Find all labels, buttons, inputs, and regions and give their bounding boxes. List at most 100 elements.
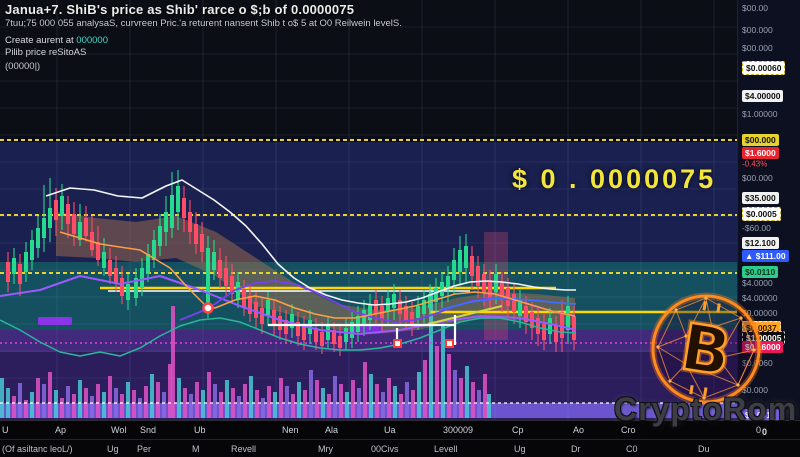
candle-body	[548, 318, 552, 334]
time-axis-label: Per	[137, 444, 152, 454]
candle-body	[182, 198, 186, 218]
time-axis-label: Cro	[621, 425, 636, 435]
time-axis-label: Nen	[282, 425, 299, 435]
candle-body	[362, 310, 366, 326]
candle-body	[434, 288, 438, 302]
candle-body	[566, 306, 570, 330]
price-axis-label: $4.00000	[738, 90, 800, 102]
candle-body	[230, 276, 234, 294]
candle-body	[302, 326, 306, 340]
volume-bar	[108, 376, 112, 418]
volume-bar	[42, 384, 46, 418]
volume-bar	[375, 384, 379, 418]
time-axis-label: Revell	[231, 444, 257, 454]
candle-body	[108, 260, 112, 276]
candle-body	[194, 224, 198, 244]
candle-body	[254, 302, 258, 318]
candle-body	[476, 266, 480, 286]
price-annotation: $ 0 . 0000075	[512, 164, 717, 194]
volume-bar	[36, 378, 40, 418]
volume-bar	[459, 378, 463, 418]
time-axis-label: Ug	[514, 444, 526, 454]
volume-bar	[249, 376, 253, 418]
volume-bar	[351, 380, 355, 418]
candle-body	[332, 330, 336, 344]
candle-body	[120, 278, 124, 296]
volume-bar	[483, 374, 487, 418]
candle-body	[398, 300, 402, 314]
ma-line	[59, 231, 576, 319]
candle-body	[60, 196, 64, 216]
candle-body	[542, 324, 546, 340]
time-axis-label: Ala	[325, 425, 339, 435]
candle-body	[24, 252, 28, 272]
time-axis-label: Levell	[434, 444, 458, 454]
price-axis-label: $00.000	[738, 134, 800, 146]
volume-bar	[381, 392, 385, 418]
candle-body	[410, 312, 414, 326]
volume-bar	[487, 394, 491, 418]
candle-body	[374, 300, 378, 314]
time-axis[interactable]: U Ap Wol Snd Ub Nen Ala Ua 300009 Cp Ao Cro 0 (Of as…	[0, 420, 800, 457]
volume-bar	[477, 390, 481, 418]
volume-bar	[18, 383, 22, 418]
candle-body	[176, 186, 180, 212]
time-axis-row-1[interactable]: U Ap Wol Snd Ub Nen Ala Ua 300009 Cp Ao Cro 0	[0, 421, 800, 440]
time-axis-label: 0	[756, 425, 762, 435]
candle-body	[266, 300, 270, 316]
volume-bar	[60, 398, 64, 418]
candle-body	[152, 240, 156, 260]
candle-body	[200, 234, 204, 252]
candle-body	[386, 298, 390, 312]
candle-body	[84, 218, 88, 236]
volume-bar	[435, 346, 439, 418]
volume-bar	[471, 382, 475, 418]
candle-body	[320, 332, 324, 346]
price-axis-label: $4.0000	[742, 278, 773, 288]
time-axis-label: Ug	[107, 444, 119, 454]
candle-body	[134, 278, 138, 298]
candle-body	[422, 300, 426, 314]
candle-body	[536, 318, 540, 334]
volume-bar	[333, 376, 337, 418]
candle-body	[114, 268, 118, 284]
volume-bar	[201, 390, 205, 418]
volume-bar	[357, 388, 361, 418]
time-axis-label: Ua	[384, 425, 396, 435]
price-axis-label: $00.000	[742, 25, 773, 35]
time-axis-row-2[interactable]: (Of asiltanc leoL/) Ug Per M Revell Mry 00Civs…	[0, 440, 800, 457]
candle-body	[506, 288, 510, 306]
volume-bar	[171, 306, 175, 418]
price-chart[interactable]	[0, 0, 737, 420]
candle-body	[446, 276, 450, 290]
volume-bar	[0, 378, 4, 418]
volume-bar	[243, 384, 247, 418]
candle-body	[12, 258, 16, 274]
measure-handle[interactable]	[445, 339, 454, 348]
measure-handle[interactable]	[393, 339, 402, 348]
highlight-zone	[38, 317, 72, 325]
volume-bar	[150, 374, 154, 418]
time-axis-label: 300009	[443, 425, 474, 435]
volume-bar	[144, 386, 148, 418]
candle-body	[54, 200, 58, 220]
candle-body	[170, 195, 174, 228]
candle-body	[278, 316, 282, 330]
candle-body	[338, 336, 342, 348]
candle-body	[30, 240, 34, 260]
candle-body	[482, 274, 486, 292]
volume-bar	[393, 386, 397, 418]
background-zone	[0, 330, 737, 352]
volume-bar	[24, 400, 28, 418]
candlestick-chart-canvas[interactable]	[0, 0, 737, 420]
price-axis-label: $0.0110	[738, 266, 800, 278]
volume-bar	[177, 378, 181, 418]
ma-line	[427, 305, 503, 325]
candle-body	[554, 326, 558, 342]
candle-body	[140, 268, 144, 288]
volume-bar	[207, 372, 211, 418]
price-axis-label: $0.000	[742, 385, 768, 395]
candle-body	[404, 306, 408, 320]
price-axis-label: $00.00	[742, 3, 768, 13]
